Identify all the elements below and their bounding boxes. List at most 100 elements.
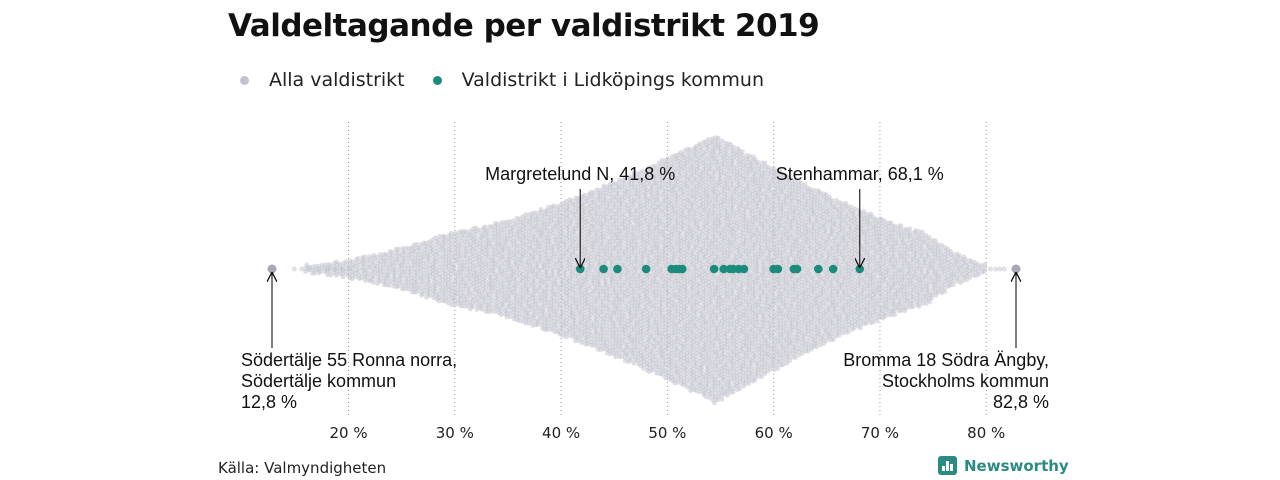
swarm-dot — [486, 305, 491, 311]
swarm-dot — [449, 241, 455, 246]
swarm-dot — [378, 275, 383, 281]
swarm-dot — [461, 290, 467, 296]
swarm-dot — [513, 307, 519, 313]
swarm-dot — [483, 278, 488, 284]
swarm-dot — [386, 272, 392, 278]
swarm-dot — [489, 309, 494, 314]
swarm-dot — [514, 304, 519, 309]
swarm-dot — [458, 242, 463, 248]
swarm-dot — [532, 281, 537, 287]
swarm-dot — [387, 276, 392, 281]
swarm-dot — [461, 242, 467, 248]
swarm-dot — [458, 273, 464, 278]
swarm-dot — [501, 250, 507, 256]
swarm-dot — [706, 395, 712, 401]
swarm-dot — [495, 279, 501, 285]
swarm-dot — [532, 295, 538, 301]
swarm-dot — [504, 270, 510, 276]
swarm-dot — [520, 258, 525, 263]
swarm-dot — [402, 259, 407, 265]
swarm-dot — [361, 257, 367, 263]
swarm-dot — [508, 283, 513, 289]
swarm-dot — [427, 293, 433, 299]
swarm-dot — [390, 256, 396, 262]
swarm-dot — [458, 290, 463, 295]
swarm-dot — [402, 252, 408, 258]
swarm-dot — [427, 290, 432, 295]
swarm-dot — [483, 258, 488, 264]
swarm-dot — [377, 279, 383, 284]
swarm-dot — [482, 275, 488, 281]
swarm-dot — [507, 297, 513, 303]
swarm-dot — [499, 312, 504, 318]
legend-label-lidkoping-districts: Valdistrikt i Lidköpings kommun — [461, 69, 764, 91]
swarm-dot — [520, 237, 525, 243]
swarm-dot — [529, 302, 534, 308]
swarm-dot — [489, 295, 494, 301]
swarm-dot — [516, 264, 522, 269]
swarm-dot — [343, 259, 349, 264]
swarm-dot — [504, 314, 510, 320]
swarm-dot — [485, 248, 491, 253]
swarm-dot — [430, 240, 435, 246]
legend-marker-all-districts — [240, 75, 249, 85]
swarm-dot — [458, 246, 463, 251]
swarm-dot — [501, 230, 507, 235]
swarm-dot — [449, 258, 454, 263]
swarm-dot — [532, 258, 538, 263]
swarm-dot — [473, 232, 479, 237]
swarm-dot — [520, 265, 526, 270]
swarm-dot — [495, 259, 500, 265]
swarm-dot — [337, 261, 342, 267]
swarm-dot — [402, 269, 407, 275]
swarm-dot — [523, 232, 528, 238]
swarm-dot — [480, 239, 486, 244]
legend-item-all-districts: Alla valdistrikt — [240, 69, 405, 91]
swarm-dot — [498, 258, 504, 263]
swarm-dot — [421, 281, 427, 287]
legend: Alla valdistrikt Valdistrikt i Lidköping… — [240, 66, 792, 94]
swarm-dot — [405, 259, 411, 265]
swarm-dot — [408, 265, 414, 271]
swarm-dot — [362, 254, 367, 259]
swarm-dot — [470, 304, 476, 310]
swarm-dot — [532, 292, 537, 297]
swarm-dot — [470, 301, 475, 306]
swarm-dot — [530, 238, 535, 243]
swarm-dot — [715, 397, 721, 403]
swarm-dot — [489, 292, 495, 297]
legend-marker-lidkoping-districts — [432, 75, 442, 85]
swarm-dot — [362, 264, 368, 270]
swarm-dot — [356, 273, 361, 278]
swarm-dot — [496, 293, 501, 299]
swarm-dot — [492, 309, 498, 315]
swarm-dot — [396, 256, 401, 262]
swarm-dot — [433, 245, 439, 251]
swarm-dot — [489, 288, 495, 294]
swarm-dot — [507, 314, 513, 320]
swarm-dot — [458, 252, 464, 258]
swarm-dot — [421, 271, 427, 276]
swarm-dot — [384, 262, 389, 267]
swarm-dot — [328, 272, 334, 278]
swarm-dot — [504, 243, 510, 248]
swarm-dot — [488, 241, 494, 246]
swarm-dot — [511, 235, 516, 240]
swarm-dot — [517, 308, 522, 313]
swarm-dot — [511, 225, 516, 230]
swarm-dot — [464, 246, 469, 251]
swarm-dot — [473, 235, 479, 241]
swarm-all-districts — [267, 135, 1021, 406]
swarm-dot — [461, 287, 467, 292]
swarm-dot — [495, 222, 500, 227]
swarm-dot — [507, 311, 513, 316]
swarm-dot — [502, 264, 508, 269]
swarm-dot — [730, 389, 736, 395]
swarm-dot — [504, 307, 510, 313]
swarm-dot — [393, 264, 398, 269]
swarm-dot — [473, 269, 479, 275]
swarm-dot — [452, 302, 458, 308]
swarm-dot — [486, 261, 491, 267]
swarm-dot — [458, 303, 464, 309]
